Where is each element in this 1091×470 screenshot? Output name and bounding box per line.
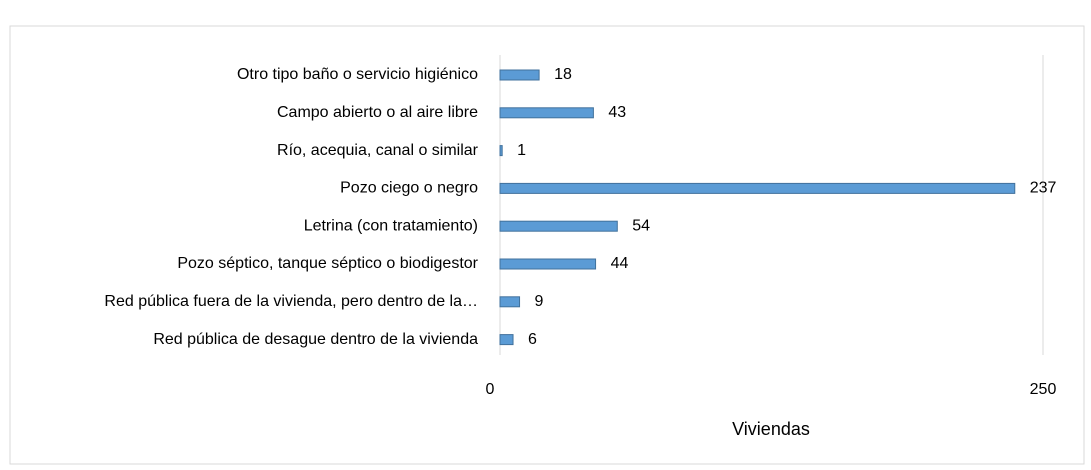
y-tick-label: Letrina (con tratamiento)	[304, 217, 478, 234]
value-label: 54	[632, 217, 650, 234]
x-tick-label: 250	[1030, 381, 1057, 398]
y-tick-label: Campo abierto o al aire libre	[277, 104, 478, 121]
bar	[499, 69, 540, 81]
value-label: 18	[554, 66, 572, 83]
chart-frame	[9, 25, 1085, 465]
bar	[499, 258, 597, 270]
bar	[499, 296, 521, 308]
y-tick-label: Red pública de desague dentro de la vivi…	[153, 331, 478, 348]
bar	[499, 334, 514, 346]
value-label: 9	[535, 293, 544, 310]
y-tick-label: Otro tipo baño o servicio higiénico	[237, 66, 478, 83]
bar	[499, 107, 594, 119]
value-label: 6	[528, 331, 537, 348]
bar	[499, 220, 618, 232]
bar	[499, 145, 503, 157]
y-tick-label: Río, acequia, canal o similar	[277, 142, 479, 159]
value-label: 44	[611, 255, 629, 272]
value-label: 237	[1030, 180, 1057, 197]
value-label: 1	[517, 142, 526, 159]
x-axis-label: Viviendas	[732, 419, 810, 439]
y-tick-label: Pozo séptico, tanque séptico o biodigest…	[177, 255, 478, 272]
y-tick-label: Pozo ciego o negro	[340, 180, 478, 197]
value-label: 43	[608, 104, 626, 121]
y-tick-label: Red pública fuera de la vivienda, pero d…	[104, 293, 478, 310]
x-tick-label: 0	[486, 381, 495, 398]
bar	[499, 182, 1016, 194]
